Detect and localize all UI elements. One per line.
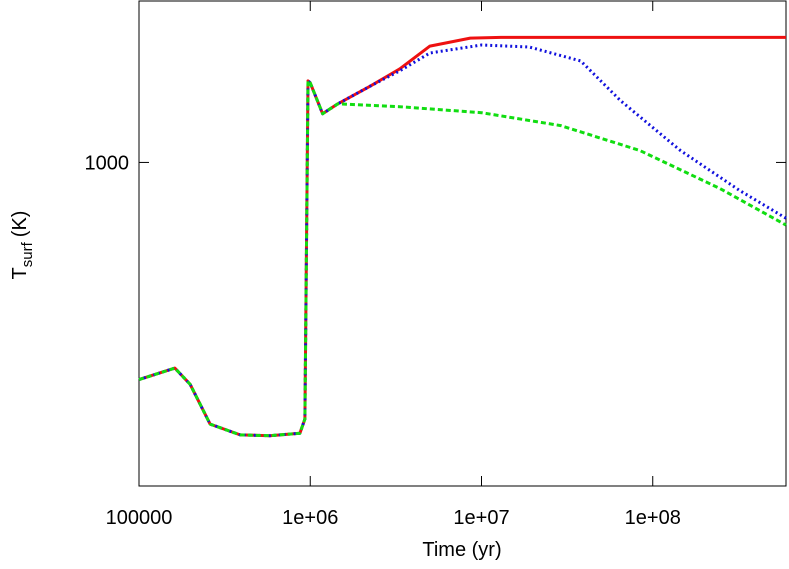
- x-tick-label: 100000: [106, 507, 173, 529]
- x-tick-label: 1e+07: [453, 507, 509, 529]
- x-axis-label: Time (yr): [422, 539, 501, 561]
- x-tick-label: 1e+08: [625, 507, 681, 529]
- x-tick-label: 1e+06: [282, 507, 338, 529]
- series-line: [138, 79, 787, 438]
- plot-frame: [138, 0, 787, 487]
- series-line: [138, 35, 786, 438]
- y-axis-label: Tsurf (K): [9, 211, 36, 280]
- y-label-unit: (K): [9, 211, 31, 238]
- y-tick-label: 1000: [85, 152, 130, 174]
- series-line: [138, 43, 787, 438]
- y-label-sub: surf: [19, 241, 36, 267]
- y-label-main: T: [9, 267, 31, 279]
